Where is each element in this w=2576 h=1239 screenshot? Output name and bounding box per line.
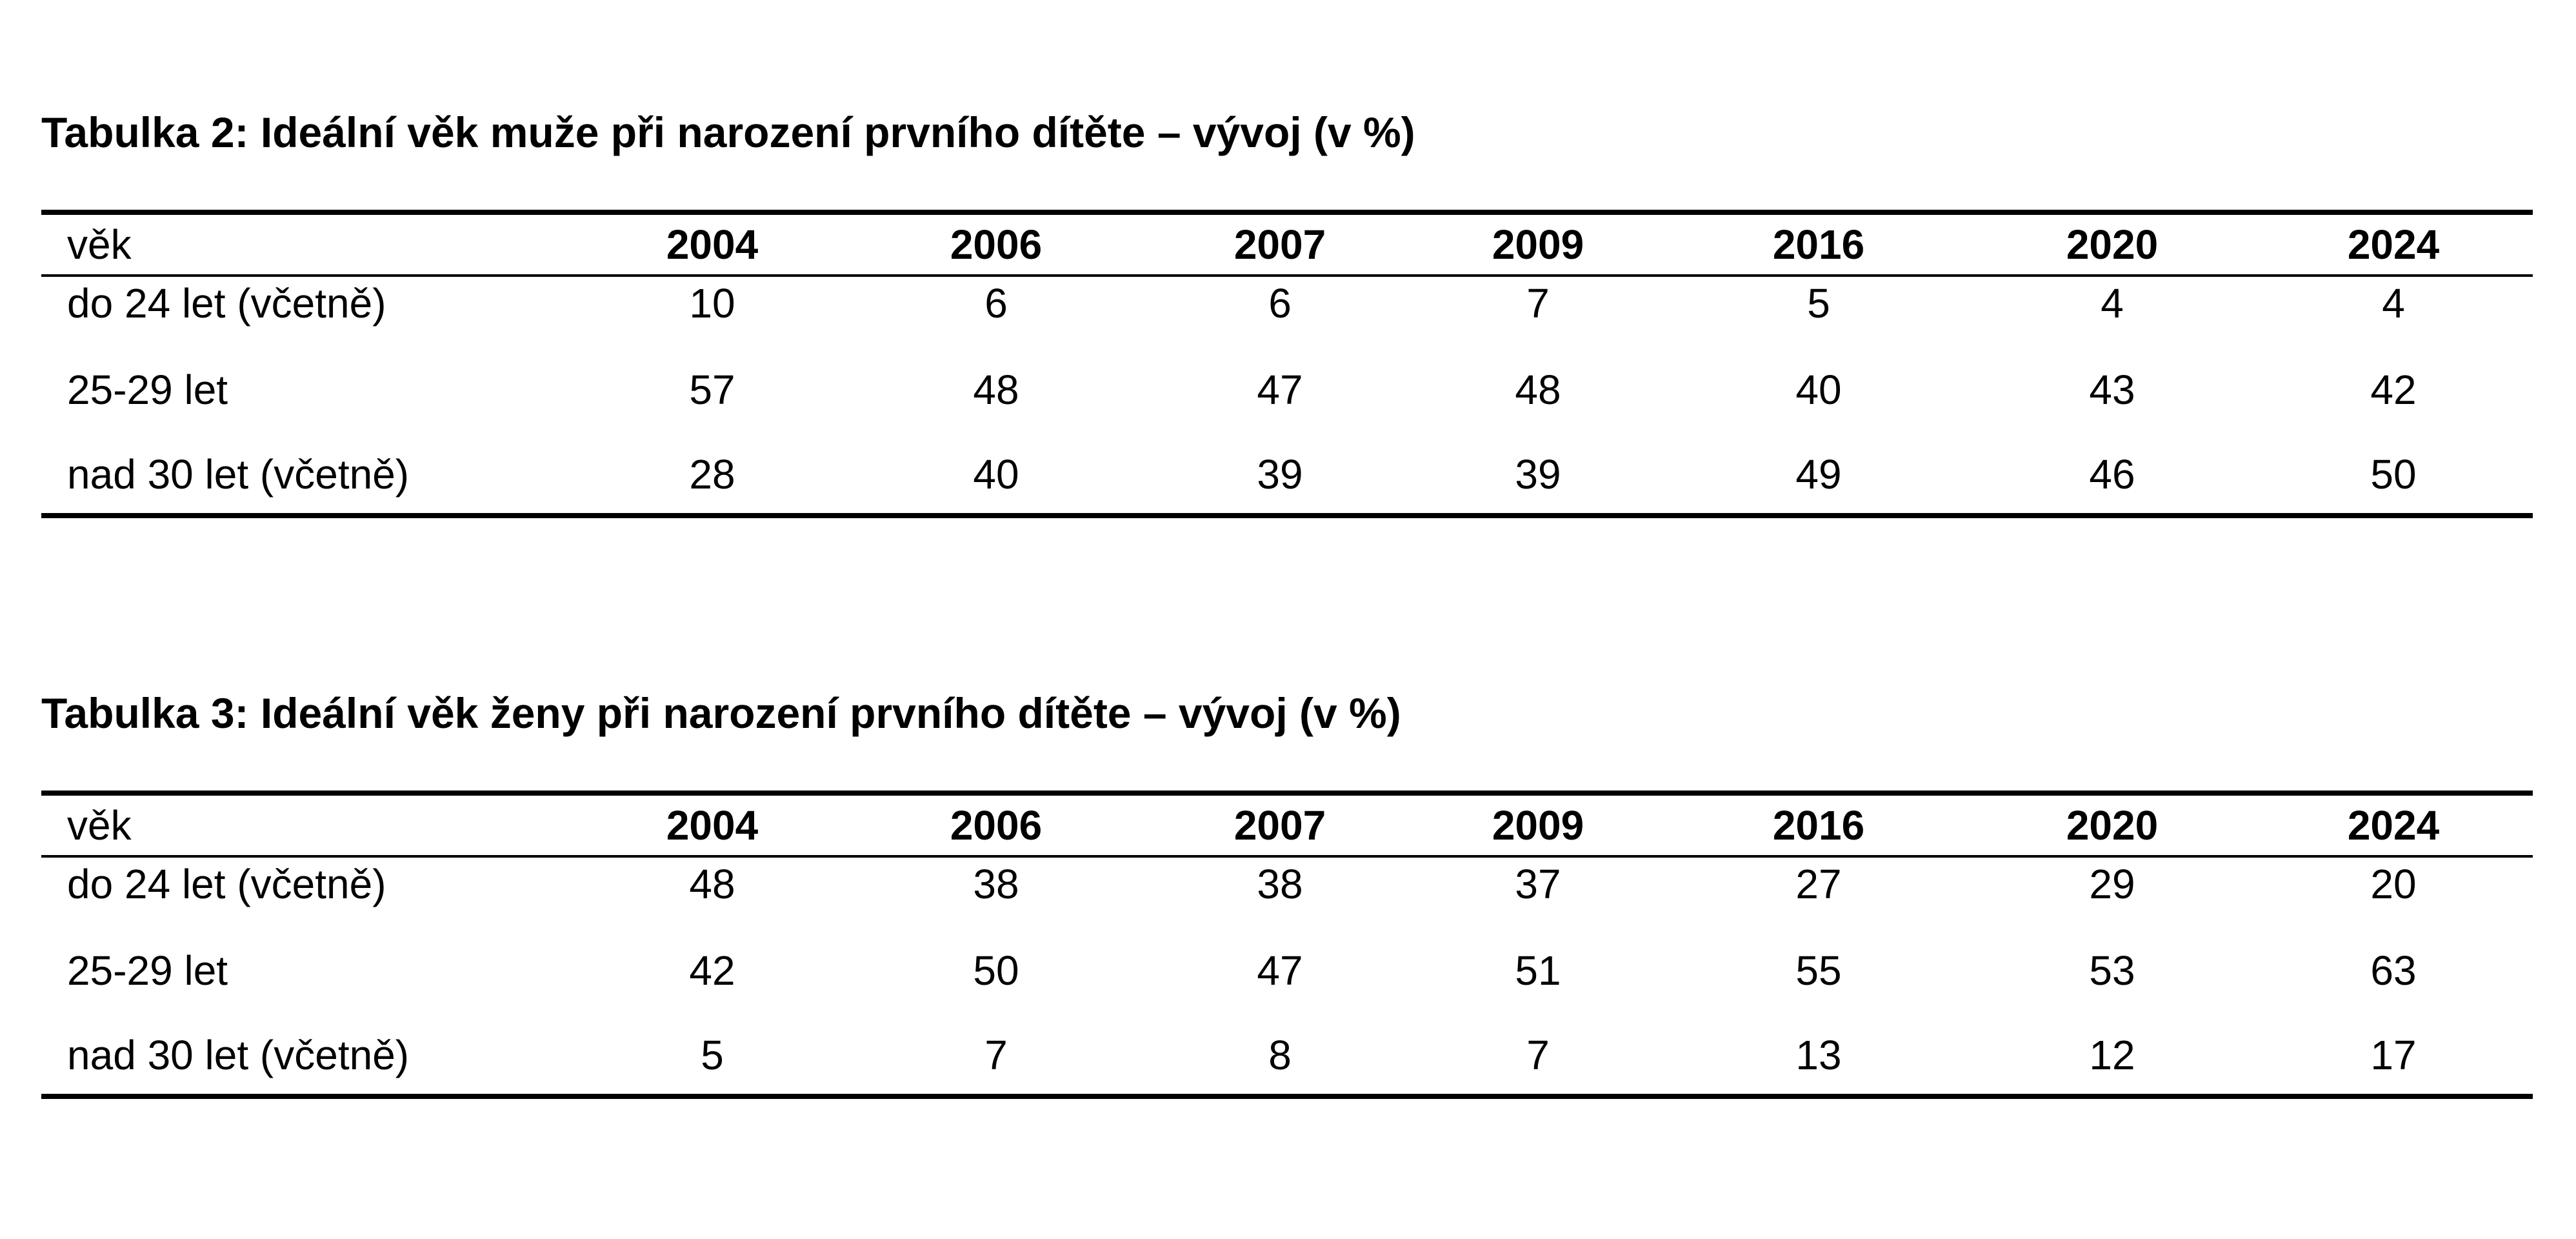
row-label: 25-29 let — [67, 947, 228, 994]
column-header-year: 2020 — [1970, 212, 2254, 277]
table-cell: 53 — [2089, 947, 2135, 994]
table-cell: 39 — [1515, 451, 1561, 498]
table-cell: 7 — [1526, 1032, 1550, 1078]
table-cell: 47 — [1257, 367, 1303, 413]
table-3-title: Tabulka 3: Ideální věk ženy při narození… — [41, 689, 1401, 737]
column-header-year: 2024 — [2254, 793, 2533, 858]
table-cell: 40 — [1795, 367, 1842, 413]
column-header-year: 2016 — [1667, 212, 1970, 277]
table-cell: 4 — [2382, 280, 2405, 327]
column-header-year: 2007 — [1151, 793, 1409, 858]
column-header-year: 2024 — [2254, 212, 2533, 277]
table-cell: 57 — [689, 367, 735, 413]
table-cell: 50 — [2370, 451, 2417, 498]
table-cell: 50 — [973, 947, 1019, 994]
table-cell: 13 — [1795, 1032, 1842, 1078]
row-label: do 24 let (včetně) — [67, 280, 386, 327]
table-cell: 7 — [984, 1032, 1008, 1078]
table-2: věk 2004 2006 2007 2009 2016 2020 2024 d… — [41, 210, 2533, 518]
table-cell: 29 — [2089, 861, 2135, 907]
table-2-section: Tabulka 2: Ideální věk muže při narození… — [41, 103, 2533, 518]
table-3: věk 2004 2006 2007 2009 2016 2020 2024 d… — [41, 791, 2533, 1099]
column-header-year: 2006 — [841, 212, 1151, 277]
column-header-year: 2006 — [841, 793, 1151, 858]
table-cell: 6 — [1268, 280, 1292, 327]
table-cell: 39 — [1257, 451, 1303, 498]
table-cell: 48 — [1515, 367, 1561, 413]
table-cell: 20 — [2370, 861, 2417, 907]
table-cell: 17 — [2370, 1032, 2417, 1078]
table-2-title: Tabulka 2: Ideální věk muže při narození… — [41, 108, 1415, 156]
row-label: 25-29 let — [67, 367, 228, 413]
column-header-age: věk — [41, 212, 583, 277]
table-cell: 38 — [973, 861, 1019, 907]
table-row: do 24 let (včetně) 10 6 6 7 5 4 4 — [41, 276, 2533, 344]
table-cell: 27 — [1795, 861, 1842, 907]
table-row: do 24 let (včetně) 48 38 38 37 27 29 20 — [41, 856, 2533, 925]
column-header-year: 2007 — [1151, 212, 1409, 277]
table-row: nad 30 let (včetně) 5 7 8 7 13 12 17 — [41, 1016, 2533, 1096]
table-cell: 47 — [1257, 947, 1303, 994]
table-row: 25-29 let 57 48 47 48 40 43 42 — [41, 344, 2533, 436]
table-cell: 48 — [973, 367, 1019, 413]
column-header-age: věk — [41, 793, 583, 858]
table-header-row: věk 2004 2006 2007 2009 2016 2020 2024 — [41, 212, 2533, 277]
table-cell: 10 — [689, 280, 735, 327]
table-cell: 12 — [2089, 1032, 2135, 1078]
table-cell: 28 — [689, 451, 735, 498]
table-header-row: věk 2004 2006 2007 2009 2016 2020 2024 — [41, 793, 2533, 858]
table-cell: 5 — [701, 1032, 724, 1078]
row-label: do 24 let (včetně) — [67, 861, 386, 907]
table-cell: 42 — [689, 947, 735, 994]
table-row: nad 30 let (včetně) 28 40 39 39 49 46 50 — [41, 436, 2533, 516]
table-cell: 8 — [1268, 1032, 1292, 1078]
table-cell: 48 — [689, 861, 735, 907]
table-cell: 43 — [2089, 367, 2135, 413]
table-cell: 46 — [2089, 451, 2135, 498]
table-cell: 55 — [1795, 947, 1842, 994]
table-cell: 38 — [1257, 861, 1303, 907]
table-cell: 7 — [1526, 280, 1550, 327]
column-header-year: 2004 — [583, 212, 841, 277]
table-3-section: Tabulka 3: Ideální věk ženy při narození… — [41, 684, 2533, 1099]
table-cell: 40 — [973, 451, 1019, 498]
column-header-year: 2009 — [1409, 793, 1667, 858]
column-header-year: 2009 — [1409, 212, 1667, 277]
column-header-year: 2020 — [1970, 793, 2254, 858]
table-cell: 6 — [984, 280, 1008, 327]
table-row: 25-29 let 42 50 47 51 55 53 63 — [41, 925, 2533, 1016]
row-label: nad 30 let (včetně) — [67, 451, 410, 498]
table-cell: 4 — [2101, 280, 2124, 327]
table-cell: 37 — [1515, 861, 1561, 907]
column-header-year: 2004 — [583, 793, 841, 858]
table-cell: 63 — [2370, 947, 2417, 994]
table-cell: 42 — [2370, 367, 2417, 413]
column-header-year: 2016 — [1667, 793, 1970, 858]
table-cell: 51 — [1515, 947, 1561, 994]
table-cell: 5 — [1807, 280, 1830, 327]
table-cell: 49 — [1795, 451, 1842, 498]
row-label: nad 30 let (včetně) — [67, 1032, 410, 1078]
